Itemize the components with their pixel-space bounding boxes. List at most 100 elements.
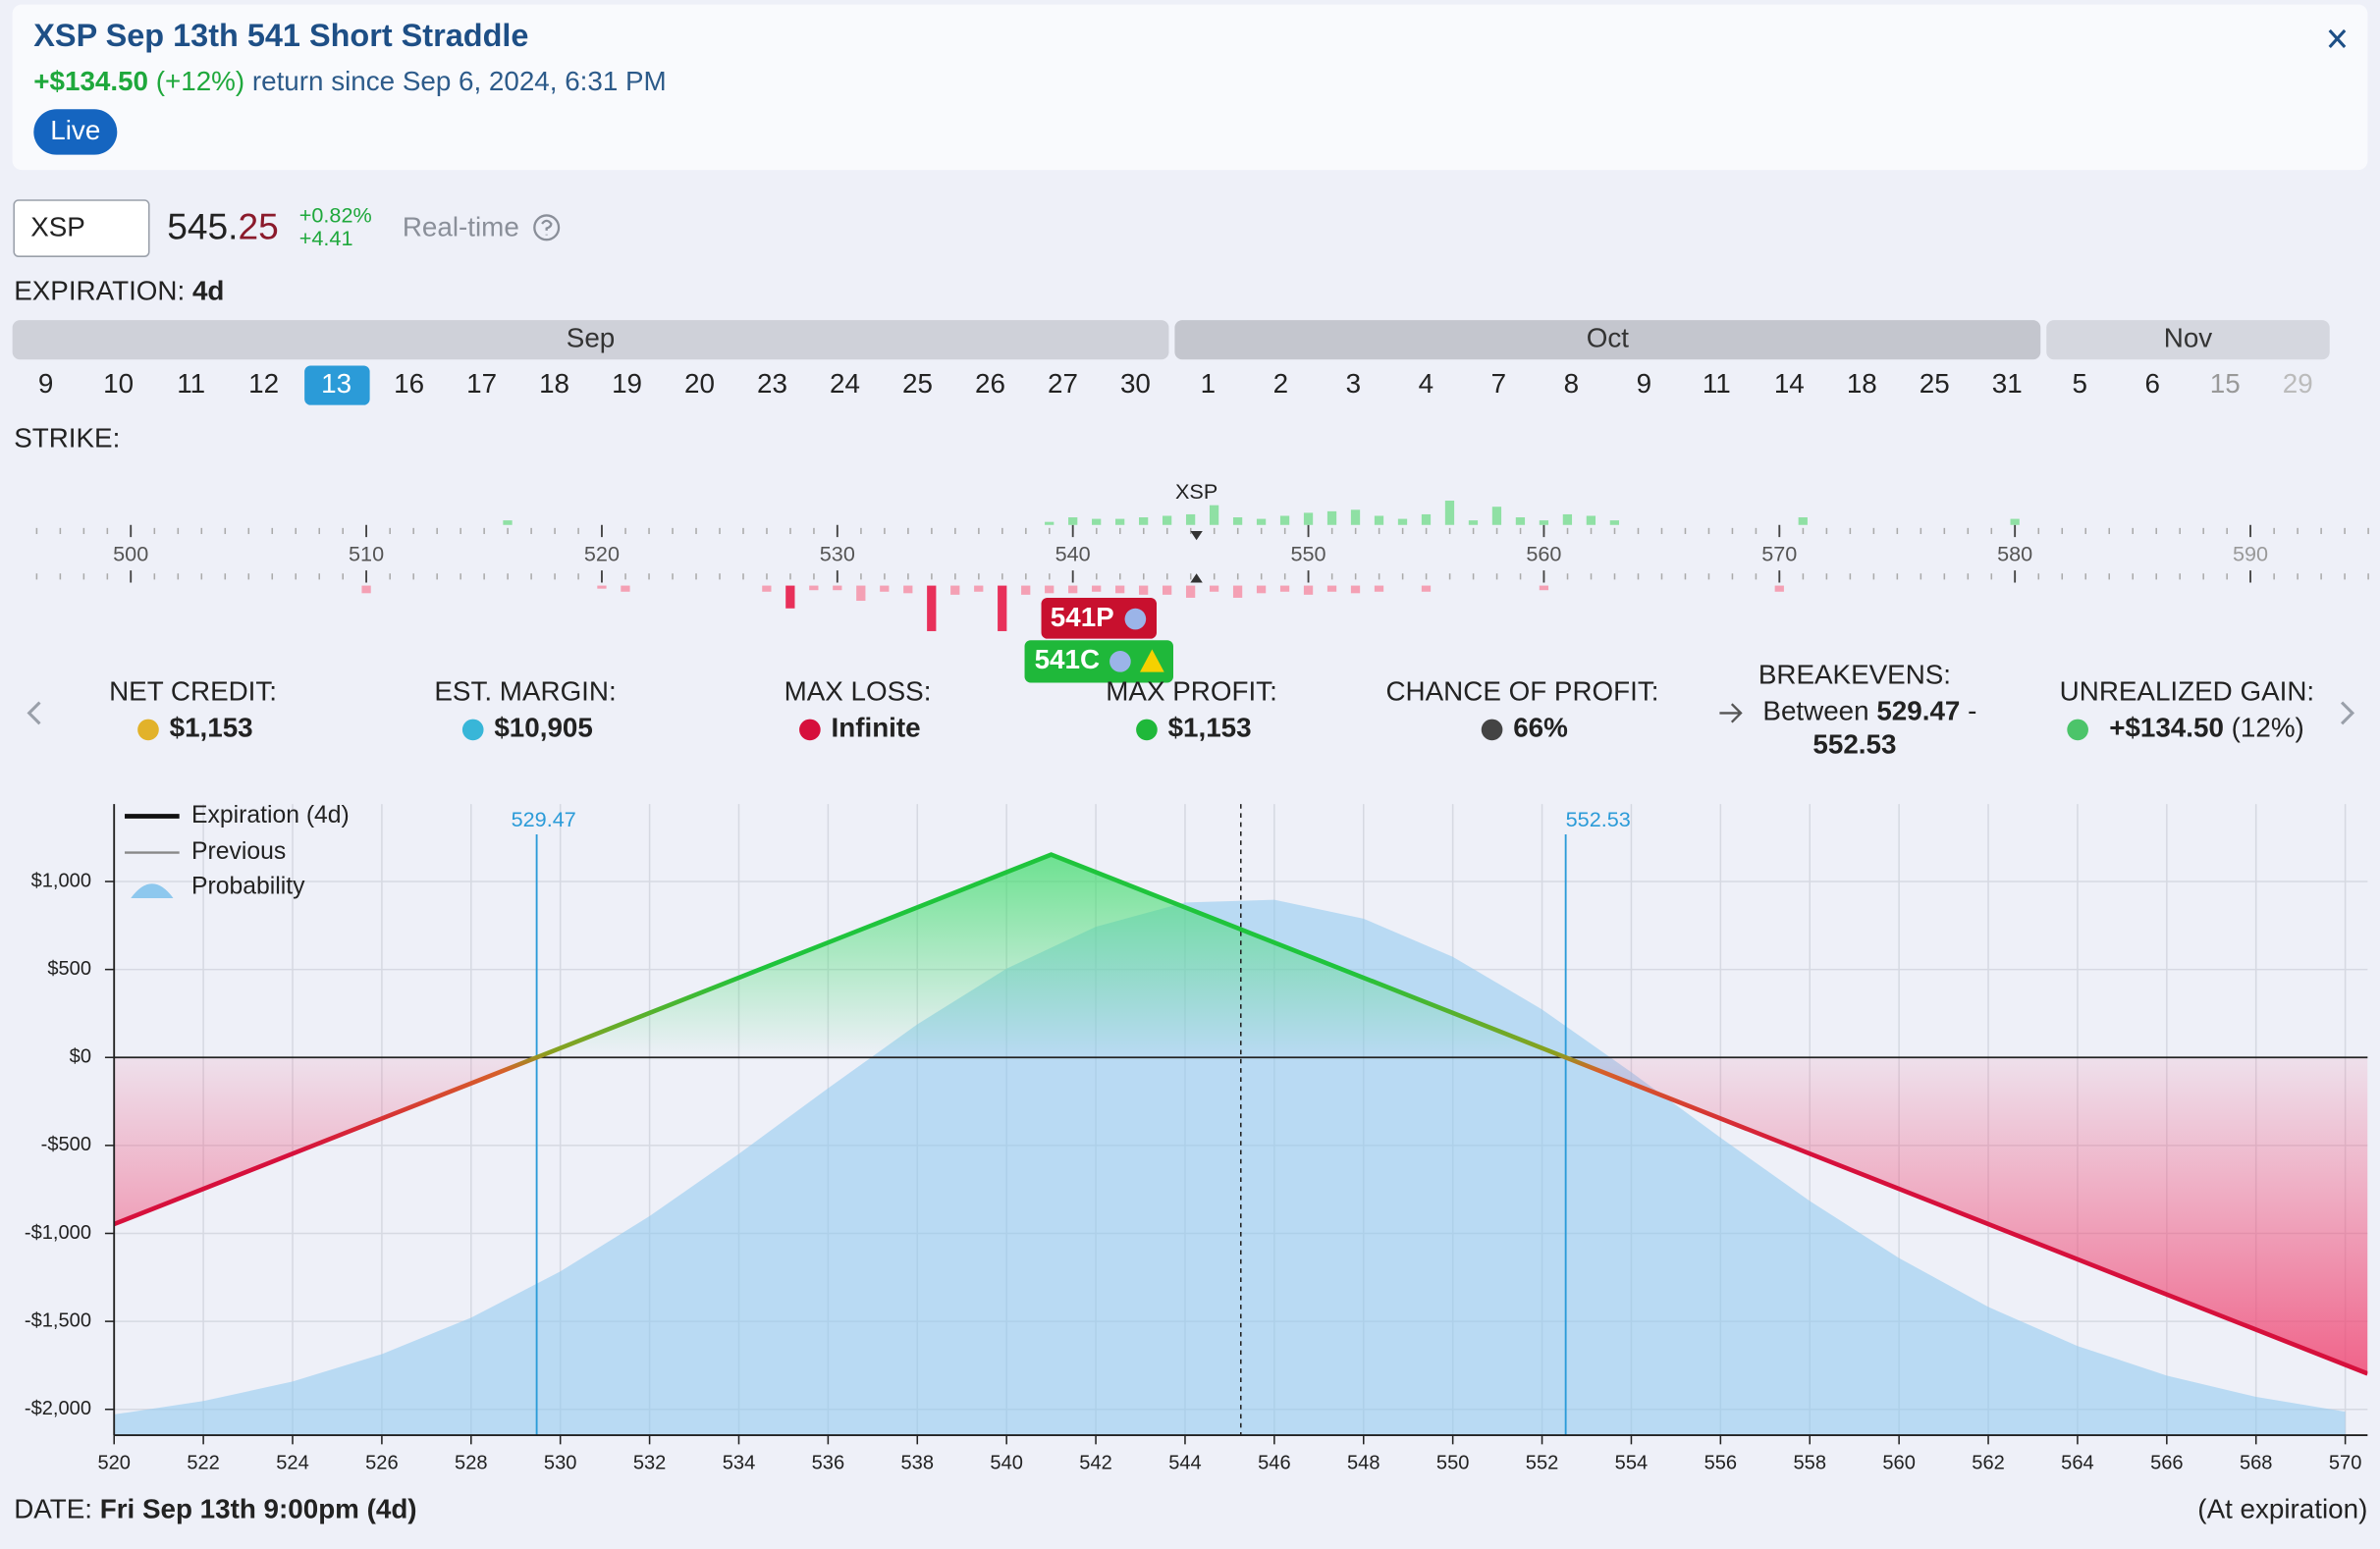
date[interactable]: 4 <box>1419 368 1433 399</box>
date[interactable]: 2 <box>1273 368 1288 399</box>
y-tick-label: -$500 <box>41 1134 91 1155</box>
date[interactable]: 14 <box>1774 368 1805 399</box>
strike-tick-label: 550 <box>1291 541 1326 565</box>
put-volume-bar <box>361 585 371 594</box>
return-line: +$134.50 (+12%) return since Sep 6, 2024… <box>33 66 666 96</box>
date[interactable]: 13 <box>321 368 352 399</box>
date[interactable]: 17 <box>466 368 497 399</box>
date[interactable]: 5 <box>2073 368 2087 399</box>
x-tick-label: 558 <box>1793 1453 1826 1474</box>
date[interactable]: 6 <box>2144 368 2159 399</box>
put-volume-bar <box>974 585 984 592</box>
y-tick-label: $500 <box>47 958 91 980</box>
footer-date: DATE: Fri Sep 13th 9:00pm (4d) <box>14 1494 416 1524</box>
date[interactable]: 20 <box>684 368 715 399</box>
strike-tick-label: 510 <box>349 541 384 565</box>
put-volume-bar <box>621 585 630 592</box>
help-glyph <box>541 219 553 236</box>
call-volume-bar <box>1515 517 1526 525</box>
date[interactable]: 19 <box>612 368 642 399</box>
date[interactable]: 30 <box>1120 368 1151 399</box>
date[interactable]: 12 <box>248 368 279 399</box>
put-volume-bar <box>1326 585 1337 592</box>
put-volume-bar <box>1185 585 1196 598</box>
stat-label: MAX PROFIT: <box>1106 676 1277 707</box>
warning-icon <box>1139 649 1164 672</box>
legend-label: Expiration (4d) <box>191 802 350 828</box>
profit-area <box>536 854 1566 1058</box>
put-volume-bar <box>1774 585 1784 592</box>
date[interactable]: 3 <box>1346 368 1361 399</box>
date[interactable]: 27 <box>1048 368 1078 399</box>
date[interactable]: 18 <box>1847 368 1877 399</box>
call-volume-bar <box>1397 518 1408 525</box>
price-main: 545. <box>167 205 238 246</box>
stat-icon <box>461 719 484 741</box>
stat-icon <box>137 719 159 741</box>
legend-label: Previous <box>191 838 286 865</box>
close-button[interactable] <box>2328 28 2347 48</box>
date[interactable]: 25 <box>902 368 933 399</box>
nav-arrows[interactable] <box>27 701 2355 725</box>
unrealized-value: +$134.50 <box>2109 713 2224 743</box>
date[interactable]: 9 <box>38 368 53 399</box>
month-bar <box>12 320 1169 360</box>
put-volume-bar <box>1374 585 1384 592</box>
call-volume-bar <box>1350 509 1361 525</box>
date[interactable]: 26 <box>975 368 1005 399</box>
put-volume-bar <box>597 585 607 589</box>
leg-call-label: 541C <box>1035 644 1100 674</box>
y-tick-label: -$1,000 <box>25 1222 91 1244</box>
month-bar <box>1174 320 2041 360</box>
date[interactable]: 24 <box>830 368 860 399</box>
symbol-input[interactable] <box>13 199 150 257</box>
call-volume-bar <box>503 520 513 525</box>
x-tick-label: 524 <box>276 1453 309 1474</box>
call-volume-bar <box>1586 515 1596 525</box>
put-volume-bar <box>1539 585 1549 591</box>
call-volume-bar <box>1444 501 1455 525</box>
date[interactable]: 23 <box>757 368 787 399</box>
leg-call[interactable] <box>1024 640 1173 683</box>
strike-tick-label: 500 <box>113 541 148 565</box>
stat-value: $1,153 <box>170 713 253 743</box>
date[interactable]: 9 <box>1637 368 1651 399</box>
date[interactable]: 15 <box>2210 368 2241 399</box>
call-volume-bar <box>1045 521 1055 525</box>
help-icon[interactable] <box>533 214 561 241</box>
leg-put-label: 541P <box>1051 602 1114 632</box>
date[interactable]: 11 <box>177 368 205 399</box>
date[interactable]: 25 <box>1920 368 1950 399</box>
call-volume-bar <box>1491 507 1502 525</box>
footer-label: DATE: <box>14 1494 92 1524</box>
x-tick-label: 554 <box>1615 1453 1648 1474</box>
x-tick-label: 556 <box>1704 1453 1737 1474</box>
date[interactable]: 7 <box>1491 368 1506 399</box>
leg-put[interactable] <box>1041 597 1157 639</box>
call-volume-bar <box>1279 515 1290 525</box>
x-tick-label: 532 <box>633 1453 667 1474</box>
title: XSP Sep 13th 541 Short Straddle <box>33 18 528 53</box>
date[interactable]: 1 <box>1201 368 1216 399</box>
x-tick-label: 570 <box>2329 1453 2362 1474</box>
date[interactable]: 29 <box>2283 368 2313 399</box>
loss-area <box>114 1057 2368 1374</box>
date[interactable]: 16 <box>394 368 424 399</box>
month-bar <box>2046 320 2330 360</box>
put-volume-bar <box>1162 585 1172 595</box>
spot-marker-top <box>1190 530 1203 541</box>
payoff-line <box>114 852 2368 1376</box>
date[interactable]: 31 <box>1992 368 2023 399</box>
breakeven-label: 529.47 <box>512 807 576 831</box>
date[interactable]: 10 <box>103 368 134 399</box>
change-pct: +0.82% <box>299 203 372 228</box>
date[interactable]: 11 <box>1703 368 1731 399</box>
date[interactable]: 18 <box>539 368 569 399</box>
header-card <box>12 4 2368 171</box>
unrealized-label: UNREALIZED GAIN: <box>2060 676 2314 707</box>
put-volume-bar <box>856 585 866 602</box>
unrealized-note: (12%) <box>2232 713 2304 743</box>
date[interactable]: 8 <box>1564 368 1579 399</box>
put-volume-bar <box>950 585 960 595</box>
call-volume-bar <box>1374 515 1384 525</box>
